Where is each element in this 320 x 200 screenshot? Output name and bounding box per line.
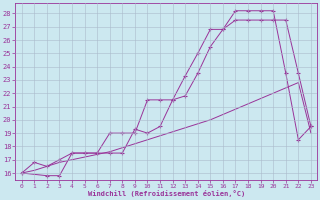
X-axis label: Windchill (Refroidissement éolien,°C): Windchill (Refroidissement éolien,°C) [88, 190, 245, 197]
